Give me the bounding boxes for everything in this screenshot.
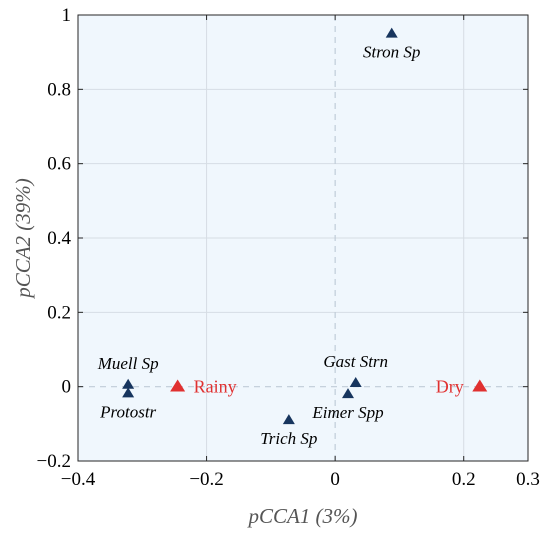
point-label: Dry — [436, 377, 464, 397]
point-marker — [349, 376, 362, 387]
zero-lines — [78, 15, 528, 461]
point-label: Gast Strn — [323, 352, 388, 371]
data-points: Stron Sp Muell Sp Protostr Gast Strn Eimer S… — [97, 27, 488, 448]
point-label: Stron Sp — [363, 43, 420, 62]
point-label: Eimer Spp — [311, 403, 383, 422]
y-tick-label: 0.8 — [47, 79, 71, 100]
x-tick-label: −0.2 — [189, 469, 223, 490]
y-tick-label: 0.2 — [47, 302, 71, 323]
x-axis-title: pCCA1 (3%) — [246, 504, 357, 528]
y-tick-label: 1 — [62, 5, 72, 26]
point-marker — [385, 27, 398, 38]
point-marker — [472, 379, 488, 392]
x-tick-label: 0.2 — [452, 469, 476, 490]
point-label: Protostr — [99, 402, 156, 421]
x-tick-label: 0 — [330, 469, 340, 490]
grid-lines — [78, 15, 528, 461]
x-tick-label: 0.3 — [516, 469, 540, 490]
point-marker — [170, 379, 186, 392]
axis-ticks: −0.4 −0.2 0 0.2 0.3−0.200.20.40.60.81 — [37, 5, 540, 490]
y-tick-label: 0 — [62, 377, 72, 398]
y-tick-label: −0.2 — [37, 451, 71, 472]
x-tick-label: −0.4 — [61, 469, 96, 490]
point-marker — [122, 387, 135, 398]
point-label: Trich Sp — [260, 429, 317, 448]
point-marker — [342, 388, 354, 399]
y-axis-title: pCCA2 (39%) — [11, 178, 35, 300]
point-label: Muell Sp — [97, 354, 159, 373]
point-marker — [122, 378, 135, 389]
y-tick-label: 0.6 — [47, 154, 71, 175]
point-marker — [282, 414, 295, 425]
y-tick-label: 0.4 — [47, 228, 71, 249]
point-label: Rainy — [194, 377, 237, 397]
